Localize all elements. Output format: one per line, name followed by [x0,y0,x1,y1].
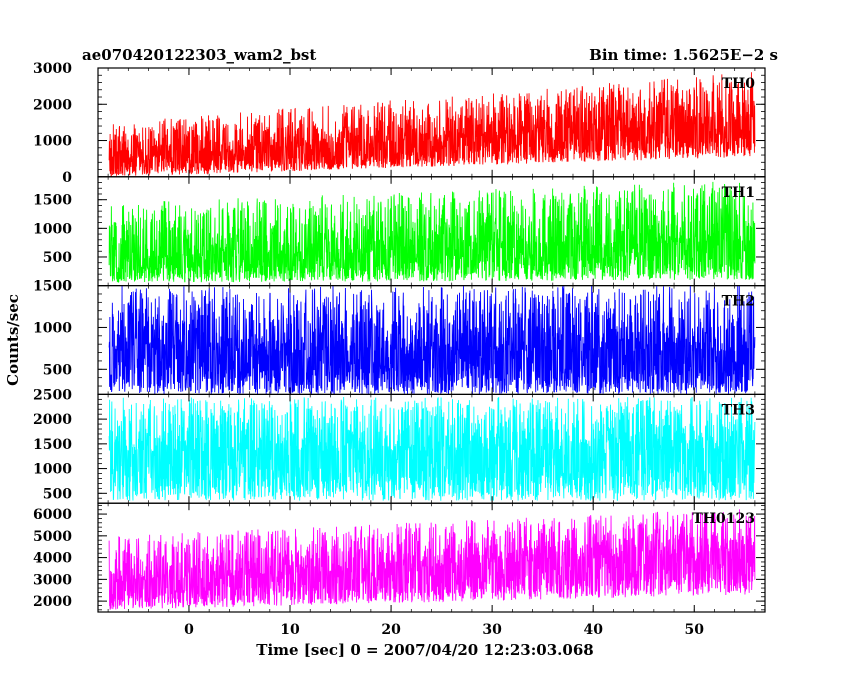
panel-label: TH0123 [692,511,755,527]
y-tick-label: 1000 [33,320,72,336]
y-tick-label: 0 [62,170,72,186]
chart-title-right: Bin time: 1.5625E−2 s [589,46,778,64]
panel-label: TH1 [722,185,755,201]
y-tick-label: 4000 [33,551,72,567]
y-tick-label: 3000 [33,572,72,588]
y-tick-label: 500 [43,250,72,266]
y-tick-label: 1000 [33,134,72,150]
y-tick-label: 1000 [33,462,72,478]
panel-th3: 500 1000 1500 2000 2500 TH3 [33,387,766,504]
y-tick-label: 1500 [33,279,72,295]
panel-label: TH0 [722,76,756,92]
x-tick-label: 10 [280,622,300,638]
panel-th0123: 2000 3000 4000 5000 6000 TH0123 [33,502,766,613]
series-th2 [108,285,756,395]
panel-th2: 500 1000 1500 TH2 [33,279,766,396]
panel-label: TH2 [722,294,755,310]
y-tick-label: 0 [62,279,72,295]
x-tick-label: 30 [482,622,502,638]
y-tick-label: 500 [43,362,72,378]
y-tick-label: 2000 [33,594,72,610]
panel-th0: 0 1000 2000 3000 TH0 [33,61,766,186]
series-th3 [108,397,756,501]
panel-label: TH3 [722,402,755,418]
x-tick-label: 20 [381,622,401,638]
x-tick-label: 50 [685,622,705,638]
panels-group: 0 1000 2000 3000 TH0 0 500 1000 1500 TH1 500 1000 15… [33,61,766,613]
y-tick-label: 2000 [33,412,72,428]
y-tick-label: 1500 [33,193,72,209]
y-tick-label: 6000 [33,507,72,523]
y-tick-label: 2500 [33,387,72,403]
x-axis-ticks: 0 10 20 30 40 50 [184,622,704,638]
y-tick-label: 2000 [33,97,72,113]
y-tick-label: 1500 [33,437,72,453]
panel-th1: 0 500 1000 1500 TH1 [33,176,766,295]
y-tick-label: 500 [43,486,72,502]
y-tick-label: 3000 [33,61,72,77]
series-th0123 [108,509,756,610]
y-axis-label: Counts/sec [4,294,22,386]
x-tick-label: 0 [184,622,194,638]
y-tick-label: 5000 [33,529,72,545]
x-tick-label: 40 [583,622,603,638]
chart-title-left: ae070420122303_wam2_bst [82,46,316,64]
series-th0 [108,72,756,177]
y-tick-label: 1000 [33,221,72,237]
series-th1 [108,181,756,283]
x-axis-label: Time [sec] 0 = 2007/04/20 12:23:03.068 [256,641,593,659]
